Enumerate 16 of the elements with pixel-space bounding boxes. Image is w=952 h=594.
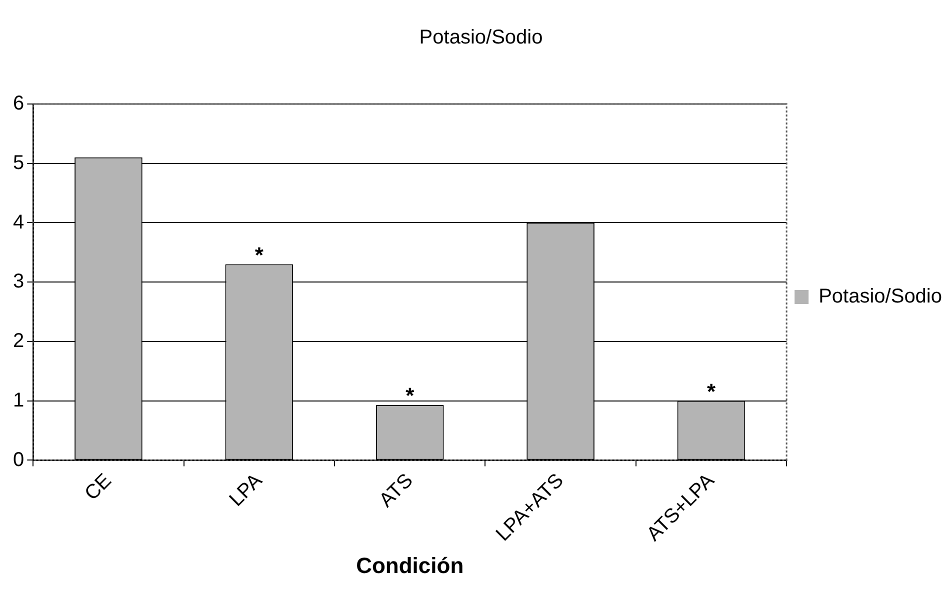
annotation: * <box>406 383 415 408</box>
annotation: * <box>254 242 264 268</box>
y-tick-label: 4 <box>13 211 24 234</box>
x-tick-label: LPA <box>225 469 268 511</box>
legend-label: Potasio/Sodio <box>818 286 942 308</box>
y-tick-label: 5 <box>13 152 24 174</box>
annotation: * <box>706 378 716 404</box>
y-tick-label: 2 <box>13 330 24 352</box>
x-axis-title: Condición <box>356 552 464 578</box>
y-tick-label: 1 <box>13 389 24 412</box>
x-tick-label: CE <box>80 470 116 505</box>
y-tick-label: 6 <box>13 92 24 115</box>
y-tick-label: 0 <box>13 448 24 471</box>
chart-title: Potasio/Sodio <box>419 26 543 49</box>
y-tick-label: 3 <box>13 270 24 293</box>
x-tick-label: ATS <box>375 470 418 512</box>
